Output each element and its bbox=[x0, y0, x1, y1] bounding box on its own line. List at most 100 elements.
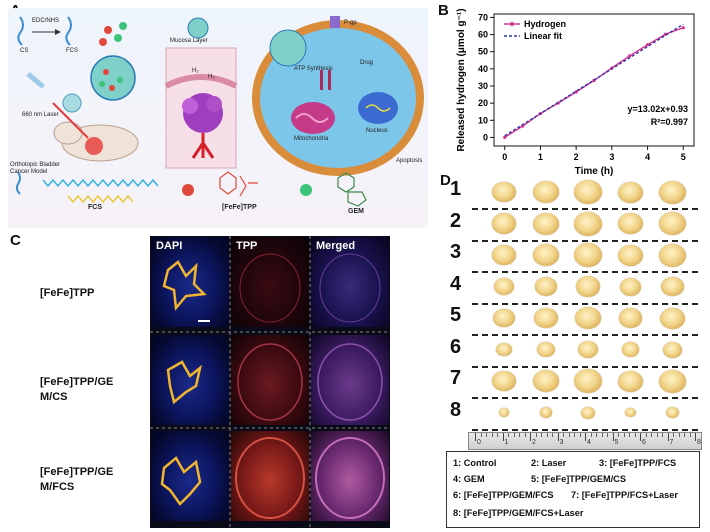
tumor-specimen bbox=[619, 277, 641, 296]
tumor-specimen bbox=[533, 181, 559, 204]
ruler-tick bbox=[667, 433, 669, 441]
ruler-minor-tick bbox=[491, 433, 493, 437]
panel-d-letter: D bbox=[440, 172, 451, 189]
fcs-structure-icon bbox=[42, 178, 159, 188]
image-tpp-3 bbox=[231, 431, 309, 521]
y-tick-label: 70 bbox=[478, 12, 488, 22]
ruler-minor-tick bbox=[662, 433, 663, 437]
tumor-specimen bbox=[618, 308, 642, 328]
hydrogen-data-point bbox=[645, 43, 650, 47]
ruler-minor-tick bbox=[579, 433, 581, 437]
fcs-chain-icon bbox=[65, 16, 72, 46]
x-tick-label: 0 bbox=[502, 152, 507, 162]
panel-b-letter: B bbox=[438, 2, 449, 19]
image-tpp-1 bbox=[231, 237, 309, 327]
tumor-specimen bbox=[658, 243, 686, 267]
tumor-specimen bbox=[533, 212, 559, 235]
ruler-minor-tick bbox=[673, 433, 674, 437]
tumor-specimen bbox=[621, 342, 639, 357]
ruler-minor-tick bbox=[689, 433, 691, 437]
header-tpp: TPP bbox=[236, 240, 258, 252]
fit-equation: y=13.02x+0.93 bbox=[627, 104, 688, 114]
x-tick-label: 1 bbox=[538, 152, 543, 162]
tumor-specimen bbox=[492, 213, 516, 234]
row-divider bbox=[472, 334, 698, 336]
ruler-minor-tick bbox=[678, 433, 680, 437]
tissue-outlines bbox=[150, 236, 390, 528]
hydrogen-data-point bbox=[503, 135, 507, 140]
tumor-specimen bbox=[581, 406, 595, 419]
tumor-specimen bbox=[533, 370, 559, 393]
y-tick-label: 0 bbox=[483, 132, 488, 142]
ruler-minor-tick bbox=[524, 433, 526, 437]
ruler-tick bbox=[640, 433, 641, 441]
y-tick-label: 10 bbox=[478, 115, 488, 125]
tumor-specimen bbox=[499, 408, 509, 417]
legend-1: 1: Control bbox=[453, 458, 497, 468]
tumor-specimen bbox=[617, 244, 643, 266]
legend-2: 2: Laser bbox=[531, 458, 567, 468]
tumor-outline-3 bbox=[160, 456, 202, 506]
label-h2-b: H₂ bbox=[208, 74, 215, 80]
ruler-minor-tick bbox=[590, 433, 592, 437]
label-edc: EDC/NHS bbox=[32, 18, 60, 24]
cell-body bbox=[260, 28, 416, 168]
legend-7: 7: [FeFe]TPP/FCS+Laser bbox=[571, 490, 678, 500]
tumor-row-number: 1 bbox=[450, 178, 462, 200]
nanoparticle-icon bbox=[90, 55, 136, 101]
tumor-specimen bbox=[576, 276, 600, 297]
group-legend: 1: Control 2: Laser 3: [FeFe]TPP/FCS 4: … bbox=[446, 451, 700, 528]
row-label-1: [FeFe]TPP bbox=[40, 287, 95, 299]
tumor-specimen bbox=[658, 369, 686, 393]
ruler-label: 7 bbox=[669, 439, 674, 446]
hydrogen-data-point bbox=[681, 26, 685, 30]
image-tpp-2 bbox=[231, 335, 309, 425]
legend-4: 4: GEM bbox=[453, 474, 485, 484]
tumor-specimen bbox=[658, 212, 686, 236]
tumor-specimen bbox=[537, 341, 555, 358]
ruler-tick bbox=[585, 433, 586, 441]
ruler-tick bbox=[557, 433, 559, 441]
header-merged: Merged bbox=[316, 240, 356, 252]
ruler-label: 6 bbox=[642, 439, 646, 446]
ruler-minor-tick bbox=[596, 433, 597, 437]
tumor-specimen bbox=[617, 213, 643, 235]
tumor-specimen bbox=[535, 277, 557, 296]
ruler-label: 3 bbox=[559, 439, 564, 446]
legend-fit-label: Linear fit bbox=[524, 31, 562, 41]
legend-hydrogen-label: Hydrogen bbox=[524, 19, 566, 29]
ruler-minor-tick bbox=[651, 433, 652, 437]
tumor-specimen bbox=[578, 341, 598, 359]
ruler-label: 2 bbox=[532, 439, 536, 446]
ruler-tick bbox=[612, 433, 614, 441]
ruler-minor-tick bbox=[513, 433, 515, 437]
row-divider bbox=[472, 271, 698, 273]
ruler-tick bbox=[695, 433, 696, 441]
panel-c-letter: C bbox=[10, 232, 21, 249]
ruler-minor-tick bbox=[601, 433, 603, 437]
y-tick-label: 20 bbox=[478, 98, 488, 108]
label-drug: Drug bbox=[360, 60, 374, 66]
ruler-minor-tick bbox=[552, 433, 553, 437]
ruler-minor-tick bbox=[486, 433, 487, 437]
row-divider bbox=[472, 302, 698, 305]
tumor-specimen bbox=[665, 407, 679, 419]
label-fcs-struct: FCS bbox=[88, 204, 102, 211]
label-fcs-top: FCS bbox=[66, 48, 78, 54]
x-tick-label: 2 bbox=[574, 152, 579, 162]
tumor-specimen bbox=[494, 278, 514, 296]
tumor-specimen bbox=[496, 342, 512, 357]
ruler-minor-tick bbox=[618, 433, 619, 437]
tumor-specimen bbox=[533, 244, 559, 267]
ruler-tick bbox=[530, 433, 531, 441]
ruler-minor-tick bbox=[634, 433, 636, 437]
legend-5: 5: [FeFe]TPP/GEM/CS bbox=[531, 474, 626, 484]
ruler-minor-tick bbox=[684, 433, 685, 437]
ruler-minor-tick bbox=[574, 433, 575, 437]
tumor-row-number: 6 bbox=[450, 335, 462, 358]
ruler-minor-tick bbox=[541, 433, 542, 437]
panel-a-schematic: CS EDC/NHS FCS 660 nm Laser Orthotopic B… bbox=[8, 8, 428, 228]
schematic-illustration bbox=[15, 16, 424, 207]
tumor-row-number: 5 bbox=[450, 304, 462, 326]
